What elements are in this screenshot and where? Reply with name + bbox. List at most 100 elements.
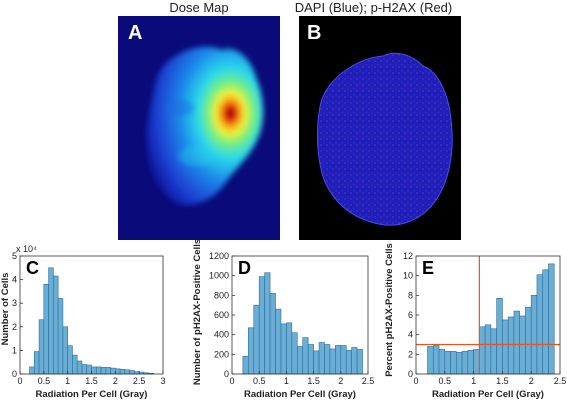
chart-c-bar <box>67 345 73 375</box>
chart-d-bar <box>307 344 314 375</box>
chart-d-y-tick-label: 1200 <box>209 251 229 261</box>
chart-e-bar <box>496 297 503 375</box>
chart-e-bar <box>432 345 440 375</box>
chart-d-bar <box>264 272 271 375</box>
chart-e-bar <box>484 324 492 375</box>
chart-c-bar <box>129 370 135 375</box>
chart-e-bar <box>530 295 538 375</box>
chart-d-bar <box>253 304 260 375</box>
chart-e-x-tick-label: 1 <box>471 376 476 386</box>
dapi-title: DAPI (Blue); p-H2AX (Red) <box>294 0 453 15</box>
chart-c-y-axis-label: Number of Cells <box>0 273 11 346</box>
chart-c-bar <box>48 267 54 375</box>
chart-d-y-axis-label: Number of pH2AX-Positive Cells <box>192 239 203 385</box>
chart-c-bar <box>62 326 68 375</box>
chart-c-bar <box>86 364 92 375</box>
chart-d-bar <box>351 347 358 375</box>
chart-d-x-tick-label: 1.5 <box>307 376 320 386</box>
chart-c-bar <box>53 275 59 375</box>
chart-c-bar <box>119 368 126 375</box>
chart-c-bar <box>115 368 121 375</box>
chart-c-x-tick-label: 1.5 <box>85 376 98 386</box>
chart-d-bar <box>318 342 325 375</box>
chart-e-y-tick-label: 6 <box>408 310 413 320</box>
chart-d-y-tick-label: 200 <box>214 349 229 359</box>
chart-c-bar <box>76 360 83 375</box>
chart-d-bar <box>248 327 255 375</box>
chart-c-bar <box>95 366 102 375</box>
chart-c-x-tick-label: 0 <box>17 376 22 386</box>
chart-c-y-tick-label: 3 <box>12 298 17 308</box>
chart-e-bar <box>456 352 463 375</box>
chart-e-y-tick-label: 12 <box>403 251 413 261</box>
chart-d-bar <box>242 356 249 375</box>
chart-e-panel-letter: E <box>422 258 434 278</box>
chart-e-x-tick-label: 2.5 <box>554 376 567 386</box>
chart-d-x-tick-label: 2 <box>338 376 343 386</box>
chart-e-x-axis-label: Radiation Per Cell (Gray) <box>432 389 544 400</box>
chart-c-bar <box>29 366 35 375</box>
chart-e-bar <box>427 346 434 375</box>
chart-d-bar <box>302 337 309 375</box>
chart-c-x-tick-label: 2 <box>113 376 118 386</box>
chart-c-bar <box>91 366 97 375</box>
chart-d-y-tick-label: 0 <box>224 369 229 379</box>
chart-e-y-tick-label: 4 <box>408 330 413 340</box>
chart-c-bar <box>43 284 49 375</box>
chart-c-y-tick-label: 2 <box>12 322 17 332</box>
chart-c-y-tick-label: 0 <box>12 369 17 379</box>
chart-d-bar <box>296 346 304 375</box>
chart-c-panel-letter: C <box>26 258 39 278</box>
histogram-d: 0 0.5 1 1.5 2 2.5 0 200 400 600 800 1000 1200 Radiati… <box>192 239 375 400</box>
histogram-e: 0 0.5 1 1.5 2 2.5 0 2 4 6 8 10 12 Radiation Per Cell … <box>384 243 567 400</box>
chart-c-x-tick-label: 1 <box>65 376 70 386</box>
chart-c-x-tick-label: 2.5 <box>133 376 146 386</box>
chart-d-bar <box>340 345 347 375</box>
chart-d-y-tick-label: 1000 <box>209 271 229 281</box>
chart-e-bar <box>450 351 457 375</box>
chart-c-bar <box>124 369 130 375</box>
chart-d-x-tick-label: 0.5 <box>253 376 266 386</box>
chart-e-bar <box>502 319 509 375</box>
chart-d-panel-letter: D <box>238 258 251 278</box>
panel-letter-a: A <box>128 22 143 44</box>
chart-e-bar <box>536 274 544 375</box>
chart-c-y-tick-label: 4 <box>12 275 17 285</box>
chart-c-x-axis-label: Radiation Per Cell (Gray) <box>36 389 148 400</box>
chart-e-x-tick-label: 1.5 <box>496 376 509 386</box>
chart-e-bar <box>479 326 486 375</box>
chart-d-x-tick-label: 2.5 <box>362 376 375 386</box>
chart-c-bar <box>57 298 64 375</box>
chart-c-bar <box>110 367 116 375</box>
panel-letter-b: B <box>307 22 322 44</box>
chart-d-bar <box>280 323 287 375</box>
chart-c-bar <box>100 367 107 375</box>
chart-e-y-axis-label: Percent pH2AX-Positive Cells <box>384 243 395 377</box>
chart-c-bar <box>81 364 88 375</box>
chart-e-bar <box>525 306 532 375</box>
chart-c-x-tick-label: 0.5 <box>38 376 51 386</box>
chart-d-bar <box>286 322 293 375</box>
chart-e-x-tick-label: 0 <box>413 376 418 386</box>
chart-e-bar <box>473 349 480 375</box>
chart-c-bar <box>38 319 45 375</box>
chart-d-bar <box>313 350 320 375</box>
chart-e-bar <box>438 349 446 375</box>
chart-d-y-tick-label: 800 <box>214 290 229 300</box>
chart-d-x-tick-label: 0 <box>229 376 234 386</box>
chart-d-y-tick-label: 600 <box>214 310 229 320</box>
chart-e-bar <box>467 350 474 375</box>
chart-e-y-tick-label: 2 <box>408 349 413 359</box>
chart-c-bar <box>72 354 78 375</box>
chart-c-y-tick-label: 5 <box>12 251 17 261</box>
histogram-c: 0 0.5 1 1.5 2 2.5 3 0 1 2 3 4 5 Radiation Per Cell (G… <box>0 244 166 400</box>
chart-e-bar <box>542 269 549 375</box>
chart-e-x-tick-label: 2 <box>529 376 534 386</box>
chart-c-y-tick-label: 1 <box>12 345 17 355</box>
chart-d-bar <box>269 293 276 375</box>
chart-d-bar <box>258 276 265 375</box>
dapi-image: B <box>299 16 461 240</box>
chart-e-x-tick-label: 0.5 <box>439 376 452 386</box>
dose-map-image: A <box>118 16 280 240</box>
chart-e-bar <box>444 351 451 375</box>
